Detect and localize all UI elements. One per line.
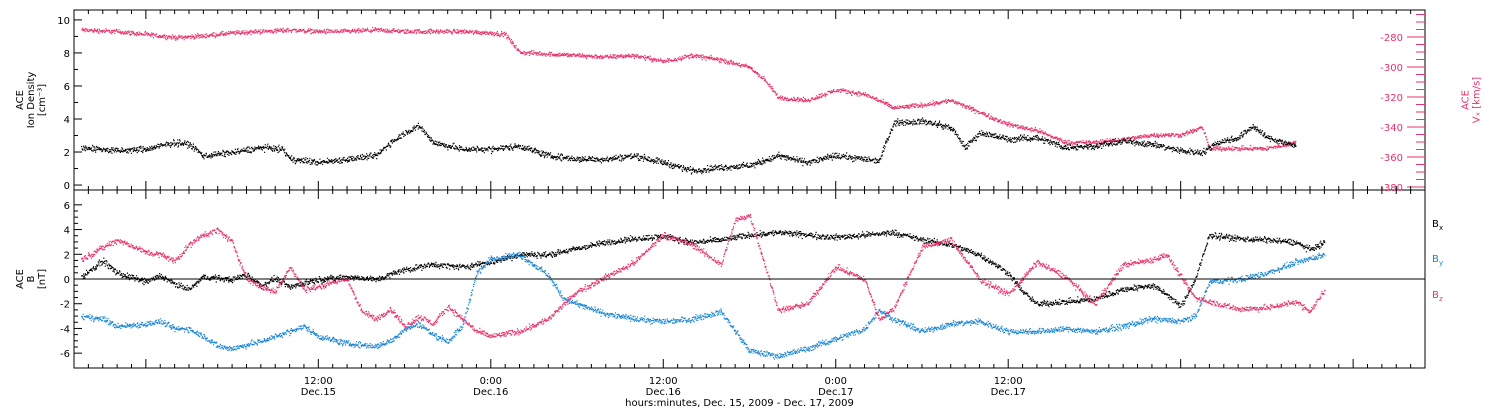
top-ylabel: ACE Ion Density [cm⁻³]	[15, 72, 48, 129]
legend-sub: z	[1439, 295, 1443, 303]
top-ytick-label: 4	[64, 115, 70, 126]
top-ylabel-line: [cm⁻³]	[37, 84, 48, 116]
xtick-label-time: 0:00	[480, 376, 502, 387]
top-ytick-label: 0	[64, 181, 70, 192]
axis-ticks: 0 2 4 6 8 10 -280 -300 -320 -340 -360 -380 -6 -4 -2 0 2 4…	[57, 10, 1426, 368]
legend-sub: y	[1439, 259, 1443, 267]
top-panel-frame	[73, 9, 1426, 191]
xtick-label-date: Dec.17	[991, 387, 1026, 398]
bottom-ytick-label: -4	[60, 324, 70, 335]
top-y2tick-label: -380	[1380, 183, 1403, 194]
bottom-ytick-label: 6	[64, 201, 70, 212]
legend-bz: B	[1432, 290, 1439, 301]
by-series-points	[81, 251, 1326, 360]
top-y2label-line: Vₓ [km/s]	[1472, 77, 1483, 123]
bottom-ylabel-line: [nT]	[37, 269, 48, 289]
bottom-ytick-label: 4	[64, 226, 70, 237]
xtick-label-time: 12:00	[649, 376, 678, 387]
bottom-ytick-label: -2	[60, 300, 70, 311]
top-y2tick-label: -320	[1380, 93, 1403, 104]
top-ylabel-line: ACE	[15, 90, 26, 110]
legend-sub: x	[1439, 224, 1443, 232]
top-y2label: ACE Vₓ [km/s]	[1461, 77, 1483, 123]
top-y2label-line: ACE	[1461, 90, 1472, 110]
bottom-ytick-label: 2	[64, 250, 70, 261]
bottom-ylabel-line: ACE	[15, 269, 26, 289]
xtick-label-date: Dec.16	[646, 387, 681, 398]
legend-bx: B	[1432, 219, 1439, 230]
xtick-label-time: 12:00	[994, 376, 1023, 387]
x-axis-title: hours:minutes, Dec. 15, 2009 - Dec. 17, …	[625, 398, 854, 409]
xtick-label-time: 0:00	[824, 376, 846, 387]
legend-by: B	[1432, 254, 1439, 265]
top-y2tick-label: -360	[1380, 153, 1403, 164]
bottom-ylabel-line: B	[26, 275, 37, 282]
bottom-ytick-label: -6	[60, 349, 70, 360]
xtick-label-date: Dec.16	[473, 387, 508, 398]
top-ytick-label: 2	[64, 148, 70, 159]
top-ylabel-line: Ion Density	[26, 72, 37, 129]
density-series-points	[81, 117, 1297, 175]
axis-labels: 12:00Dec.150:00Dec.1612:00Dec.160:00Dec.…	[15, 72, 1483, 409]
bx-series-points	[81, 229, 1326, 309]
xtick-label-time: 12:00	[304, 376, 333, 387]
top-ytick-label: 6	[64, 82, 70, 93]
top-ytick-label: 10	[57, 16, 70, 27]
top-y2tick-label: -300	[1380, 63, 1403, 74]
bottom-ylabel: ACE B [nT]	[15, 269, 48, 289]
top-y2tick-label: -280	[1380, 33, 1403, 44]
top-panel-points	[81, 26, 1297, 175]
vx-series-points	[81, 26, 1297, 152]
top-y2tick-label: -340	[1380, 123, 1403, 134]
bottom-ytick-label: 0	[64, 275, 70, 286]
top-ytick-label: 8	[64, 49, 70, 60]
bottom-panel-points	[81, 213, 1326, 360]
xtick-label-date: Dec.15	[301, 387, 336, 398]
xtick-label-date: Dec.17	[818, 387, 853, 398]
